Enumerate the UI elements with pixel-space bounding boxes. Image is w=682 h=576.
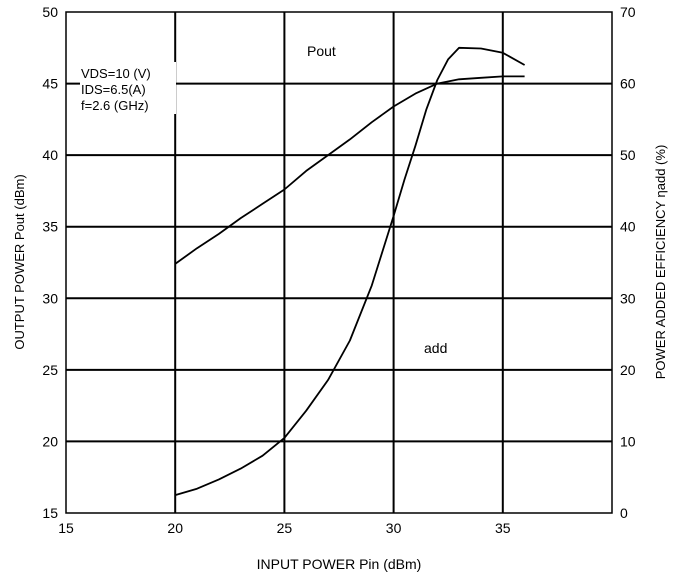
y-tick-label: 20 <box>42 433 58 449</box>
annotation-vds: VDS=10 (V) <box>81 66 151 81</box>
x-tick-label: 35 <box>495 520 511 536</box>
y-tick-label: 50 <box>42 4 58 20</box>
y2-tick-label: 60 <box>620 76 636 92</box>
y2-tick-label: 20 <box>620 362 636 378</box>
y2-axis-label: POWER ADDED EFFICIENCY ηadd (%) <box>653 145 668 380</box>
tick-labels: 15 20 25 30 35 15 20 25 30 35 40 45 50 0 10 20 30 40 50 60 7… <box>42 4 635 536</box>
x-tick-label: 15 <box>58 520 74 536</box>
y2-tick-label: 10 <box>620 433 636 449</box>
plot-area-frame <box>65 11 613 514</box>
pout-label-bg <box>303 41 347 61</box>
y-tick-label: 25 <box>42 362 58 378</box>
series-line-add <box>174 46 526 496</box>
annotation-freq: f=2.6 (GHz) <box>81 98 149 113</box>
y2-tick-label: 70 <box>620 4 636 20</box>
x-tick-label: 25 <box>277 520 293 536</box>
series-group <box>174 46 526 496</box>
conditions-box <box>80 62 176 114</box>
series-label-pout: Pout <box>307 43 336 59</box>
series-line-pout <box>174 75 525 265</box>
grid-lines <box>66 12 612 513</box>
x-tick-label: 20 <box>167 520 183 536</box>
y2-tick-label: 50 <box>620 147 636 163</box>
annotation-ids: IDS=6.5(A) <box>81 82 146 97</box>
x-tick-label: 30 <box>386 520 402 536</box>
y2-tick-label: 0 <box>620 505 628 521</box>
add-label-bg <box>420 338 460 358</box>
y-axis-label: OUTPUT POWER Pout (dBm) <box>12 174 27 349</box>
y-tick-label: 35 <box>42 219 58 235</box>
y-tick-label: 15 <box>42 505 58 521</box>
y-tick-label: 45 <box>42 76 58 92</box>
y2-tick-label: 30 <box>620 290 636 306</box>
y2-tick-label: 40 <box>620 219 636 235</box>
x-axis-label: INPUT POWER Pin (dBm) <box>257 556 422 572</box>
y-tick-label: 30 <box>42 290 58 306</box>
y-tick-label: 40 <box>42 147 58 163</box>
series-label-add: add <box>424 340 447 356</box>
